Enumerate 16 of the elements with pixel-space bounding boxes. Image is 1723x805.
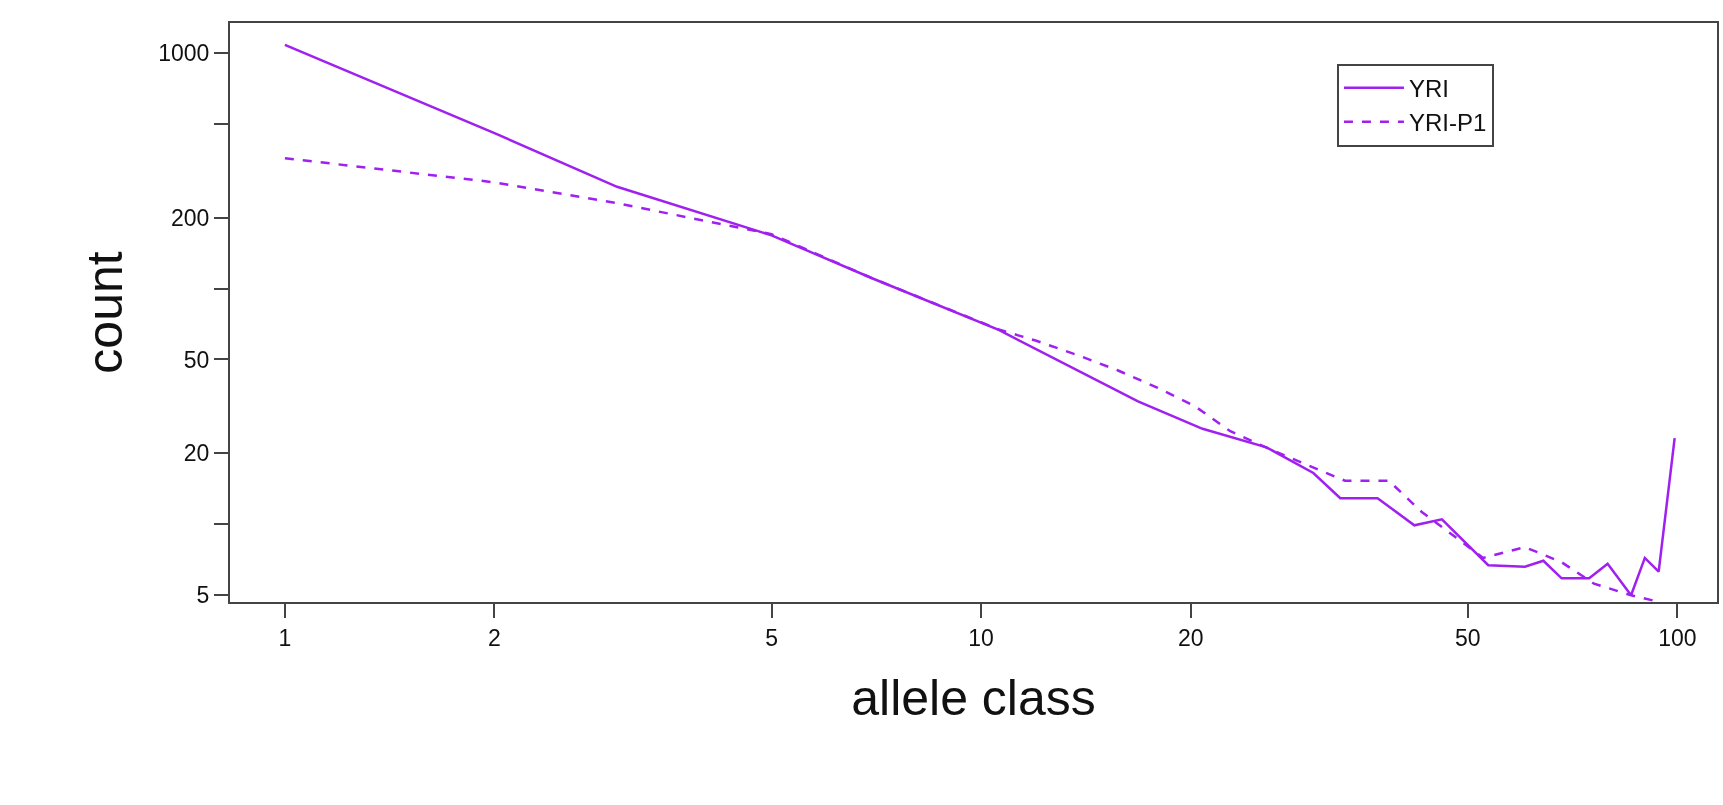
- x-tick-label: 2: [488, 624, 501, 651]
- y-tick-label: 5: [196, 582, 210, 609]
- x-tick-label: 20: [1177, 624, 1204, 651]
- y-axis-title: count: [76, 251, 133, 374]
- legend-label: YRI-P1: [1408, 109, 1487, 137]
- legend-label: YRI: [1408, 74, 1449, 102]
- x-axis-title: allele class: [851, 669, 1096, 726]
- x-tick-label: 100: [1658, 624, 1697, 651]
- x-tick-label: 1: [278, 624, 292, 651]
- x-tick-label: 10: [968, 624, 994, 651]
- x-tick-label: 50: [1454, 624, 1481, 651]
- y-tick-label: 20: [183, 440, 210, 467]
- y-tick-label: 1000: [158, 39, 210, 66]
- x-tick-label: 5: [765, 624, 778, 651]
- y-tick-label: 50: [183, 346, 210, 373]
- y-tick-label: 200: [171, 204, 210, 231]
